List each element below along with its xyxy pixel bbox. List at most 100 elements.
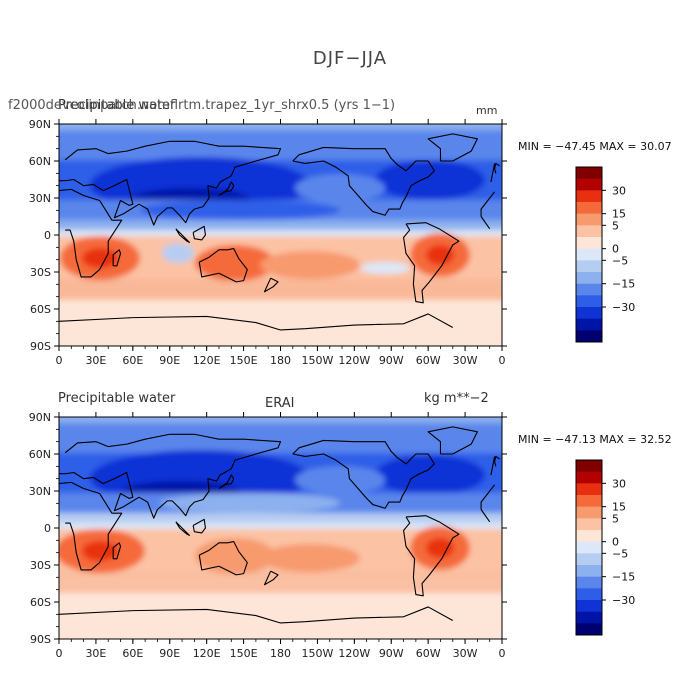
colorbar-label: −5 — [612, 547, 628, 560]
lon-tick-label: 0 — [499, 354, 506, 367]
colorbar-label: −30 — [612, 594, 635, 607]
colorbar-label: −5 — [612, 254, 628, 267]
coastline-path — [263, 570, 279, 586]
panel-2-axis-ticks: 90N 60N 30N 0 30S 60S 90S 0 30E 60E 90E 120E 150E 180… — [29, 411, 507, 660]
colorbar-frame — [575, 166, 603, 343]
colorbar-swatch — [576, 178, 602, 191]
colorbar-label: 5 — [612, 512, 619, 525]
coastline-path — [403, 515, 460, 597]
coastline-path — [494, 455, 500, 467]
colorbar-label: 15 — [612, 208, 626, 221]
colorbar-swatch — [576, 295, 602, 308]
panel-1-minmax: MIN = −47.45 MAX = 30.07 — [518, 140, 672, 153]
lon-tick-label: 150E — [230, 354, 258, 367]
lon-tick-label: 150E — [230, 647, 258, 660]
colorbar-swatch — [576, 237, 602, 249]
colorbar-swatch — [576, 576, 602, 589]
colorbar-label: 15 — [612, 501, 626, 514]
colorbar-swatch — [576, 518, 602, 531]
coastline-path — [427, 426, 478, 455]
lon-tick-label: 0 — [499, 647, 506, 660]
colorbar-label: 30 — [612, 477, 626, 490]
coastline-path — [58, 313, 454, 331]
coastline-path — [218, 181, 235, 197]
lon-tick-label: 60W — [416, 354, 441, 367]
coastline-path — [427, 133, 478, 162]
lat-tick-label: 60N — [29, 448, 51, 461]
coastline-path — [192, 518, 206, 534]
lat-tick-label: 60S — [30, 596, 51, 609]
lon-tick-label: 90E — [159, 354, 180, 367]
coastline-path — [198, 248, 248, 283]
lat-tick-label: 90N — [29, 411, 51, 424]
colorbar-frame — [575, 459, 603, 636]
lon-tick-label: 90W — [379, 647, 404, 660]
colorbar-swatch — [576, 283, 602, 296]
lon-tick-label: 30W — [453, 647, 478, 660]
panel-1-variable-title: Precipitable water — [58, 98, 176, 113]
coastline-path — [112, 249, 122, 267]
colorbar-swatch — [576, 553, 602, 566]
lon-tick-label: 120W — [338, 354, 370, 367]
lon-tick-label: 0 — [56, 647, 63, 660]
coastline-path — [263, 277, 279, 293]
panel-2-minmax: MIN = −47.13 MAX = 32.52 — [518, 433, 672, 446]
lat-tick-label: 90S — [30, 340, 51, 353]
colorbar-swatch — [576, 611, 602, 624]
lon-tick-label: 120E — [193, 354, 221, 367]
colorbar-swatch — [576, 248, 602, 261]
coastline-path — [59, 433, 496, 519]
coastline-path — [175, 521, 190, 536]
coastline-path — [494, 162, 500, 174]
lon-tick-label: 30W — [453, 354, 478, 367]
panel-1-case-title: f2000devcolinpatch.nomflrtm.trapez_1yr_s… — [8, 98, 396, 113]
lat-tick-label: 60S — [30, 303, 51, 316]
lon-tick-label: 180 — [270, 354, 291, 367]
colorbar-swatch — [576, 506, 602, 519]
lon-tick-label: 60E — [122, 647, 143, 660]
lat-tick-label: 0 — [44, 229, 51, 242]
lat-tick-label: 30S — [30, 266, 51, 279]
colorbar-swatch — [576, 330, 602, 343]
lon-tick-label: 90W — [379, 354, 404, 367]
colorbar-swatch — [576, 167, 602, 179]
colorbar-swatch — [576, 565, 602, 577]
panel-2-map — [59, 417, 502, 639]
coastline-path — [292, 439, 435, 509]
coastline-path — [58, 606, 454, 624]
lat-tick-label: 90N — [29, 118, 51, 131]
colorbar-swatch — [576, 600, 602, 612]
colorbar-swatch — [576, 623, 602, 636]
coastline-path — [218, 474, 235, 490]
colorbar-swatch — [576, 471, 602, 484]
colorbar-swatch — [576, 272, 602, 284]
colorbar-swatch — [576, 530, 602, 542]
colorbar-label: 30 — [612, 184, 626, 197]
lon-tick-label: 60W — [416, 647, 441, 660]
lon-tick-label: 30E — [85, 354, 106, 367]
coastline-path — [59, 140, 496, 226]
coastlines — [58, 133, 500, 624]
colorbar-label: 5 — [612, 219, 619, 232]
lat-tick-label: 30N — [29, 192, 51, 205]
colorbar-swatch — [576, 260, 602, 273]
lon-tick-label: 90E — [159, 647, 180, 660]
colorbar-label: −15 — [612, 278, 635, 291]
lat-tick-label: 0 — [44, 522, 51, 535]
coastline-path — [198, 541, 248, 576]
lon-tick-label: 30E — [85, 647, 106, 660]
lon-tick-label: 120W — [338, 647, 370, 660]
coastline-path — [112, 542, 122, 560]
colorbar-swatch — [576, 225, 602, 238]
lon-tick-label: 120E — [193, 647, 221, 660]
colorbar-label: 0 — [612, 243, 619, 256]
lat-tick-label: 30N — [29, 485, 51, 498]
colorbar-swatch — [576, 588, 602, 601]
panel-2-units: kg m**−2 — [424, 391, 489, 406]
colorbar-label: −15 — [612, 571, 635, 584]
lon-tick-label: 150W — [301, 647, 333, 660]
colorbar-label: 0 — [612, 536, 619, 549]
lon-tick-label: 180 — [270, 647, 291, 660]
